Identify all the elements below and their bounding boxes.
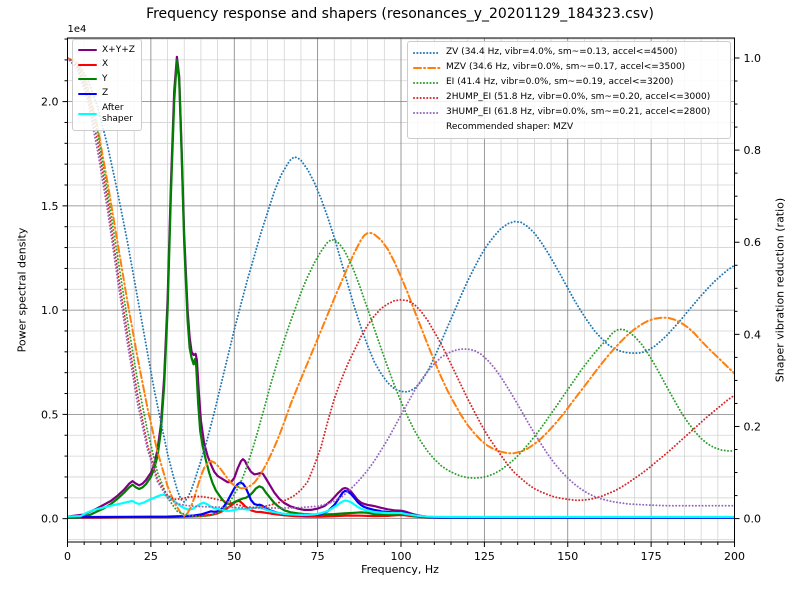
- legend-item: 3HUMP_EI (61.8 Hz, vibr=0.0%, sm~=0.21, …: [413, 105, 724, 120]
- legend-label: X+Y+Z: [102, 44, 135, 55]
- legend-label: Z: [102, 88, 109, 99]
- legend-line-sample: [78, 78, 97, 81]
- left-y-axis-label: Power spectral density: [15, 227, 29, 353]
- x-tick-label: 25: [144, 550, 158, 563]
- legend-label: After shaper: [102, 102, 133, 124]
- legend-line-sample: [413, 123, 441, 133]
- legend-item: ZV (34.4 Hz, vibr=4.0%, sm~=0.13, accel<…: [413, 45, 724, 60]
- x-axis-label: Frequency, Hz: [361, 563, 439, 576]
- legend-item: Recommended shaper: MZV: [413, 120, 724, 135]
- legend-item: MZV (34.6 Hz, vibr=0.0%, sm~=0.17, accel…: [413, 60, 724, 75]
- axis-offset-text: 1e4: [68, 24, 87, 35]
- legend-label: Y: [102, 73, 108, 84]
- legend-line-sample: [78, 92, 97, 95]
- curve-mzv: [67, 57, 735, 517]
- legend-item: 2HUMP_EI (51.8 Hz, vibr=0.0%, sm~=0.20, …: [413, 90, 724, 105]
- legend-item: Z: [78, 87, 135, 102]
- legend-line-sample: [413, 66, 441, 69]
- y-left-tick-label: 1.0: [41, 304, 59, 317]
- y-right-tick-label: 0.2: [744, 420, 762, 433]
- y-right-tick-label: 1.0: [744, 52, 762, 65]
- legend-line-sample: [413, 111, 441, 114]
- curve-ei: [67, 57, 735, 518]
- y-left-tick-label: 2.0: [41, 96, 59, 109]
- curve-2hump-ei: [67, 57, 735, 509]
- legend-line-sample: [78, 63, 97, 66]
- legend-line-sample: [78, 113, 97, 115]
- legend-label: ZV (34.4 Hz, vibr=4.0%, sm~=0.13, accel<…: [446, 46, 678, 57]
- y-left-tick-label: 0.0: [41, 513, 59, 526]
- x-tick-label: 150: [557, 550, 578, 563]
- legend-item: Y: [78, 72, 135, 87]
- psd-legend: X+Y+Z X Y Z After shaper: [72, 39, 142, 131]
- shaper-legend: ZV (34.4 Hz, vibr=4.0%, sm~=0.13, accel<…: [407, 41, 731, 139]
- legend-line-sample: [78, 49, 97, 52]
- y-right-tick-label: 0.0: [744, 513, 762, 526]
- x-tick-label: 75: [311, 550, 325, 563]
- legend-label: Recommended shaper: MZV: [446, 121, 574, 132]
- legend-label: MZV (34.6 Hz, vibr=0.0%, sm~=0.17, accel…: [446, 61, 686, 72]
- legend-item: X: [78, 58, 135, 73]
- curve-after-shaper: [67, 493, 735, 519]
- y-right-tick-label: 0.6: [744, 236, 762, 249]
- x-tick-label: 125: [474, 550, 495, 563]
- curve-3hump-ei: [67, 57, 735, 509]
- tick-labels: 0 25 50 75 100 125 150 175 200 0.0 0.5 1.0 1.5 2.0 0.0…: [41, 52, 761, 563]
- ticks: [62, 38, 740, 547]
- legend-item: X+Y+Z: [78, 43, 135, 58]
- legend-label: 2HUMP_EI (51.8 Hz, vibr=0.0%, sm~=0.20, …: [446, 91, 711, 102]
- legend-label: 3HUMP_EI (61.8 Hz, vibr=0.0%, sm~=0.21, …: [446, 106, 711, 117]
- y-left-tick-label: 0.5: [41, 408, 59, 421]
- chart-title: Frequency response and shapers (resonanc…: [146, 6, 654, 22]
- y-right-tick-label: 0.8: [744, 144, 762, 157]
- x-tick-label: 100: [391, 550, 412, 563]
- y-right-tick-label: 0.4: [744, 328, 762, 341]
- legend-item: EI (41.4 Hz, vibr=0.0%, sm~=0.19, accel<…: [413, 75, 724, 90]
- x-tick-label: 0: [64, 550, 71, 563]
- legend-label: X: [102, 59, 109, 70]
- right-y-axis-label: Shaper vibration reduction (ratio): [773, 197, 787, 383]
- curves: [67, 55, 735, 519]
- x-tick-label: 50: [227, 550, 241, 563]
- legend-line-sample: [413, 51, 441, 54]
- y-left-tick-label: 1.5: [41, 200, 59, 213]
- x-tick-label: 175: [641, 550, 662, 563]
- legend-line-sample: [413, 96, 441, 99]
- legend-line-sample: [413, 81, 441, 84]
- legend-label: EI (41.4 Hz, vibr=0.0%, sm~=0.19, accel<…: [446, 76, 674, 87]
- x-tick-label: 200: [724, 550, 745, 563]
- legend-item: After shaper: [78, 101, 135, 127]
